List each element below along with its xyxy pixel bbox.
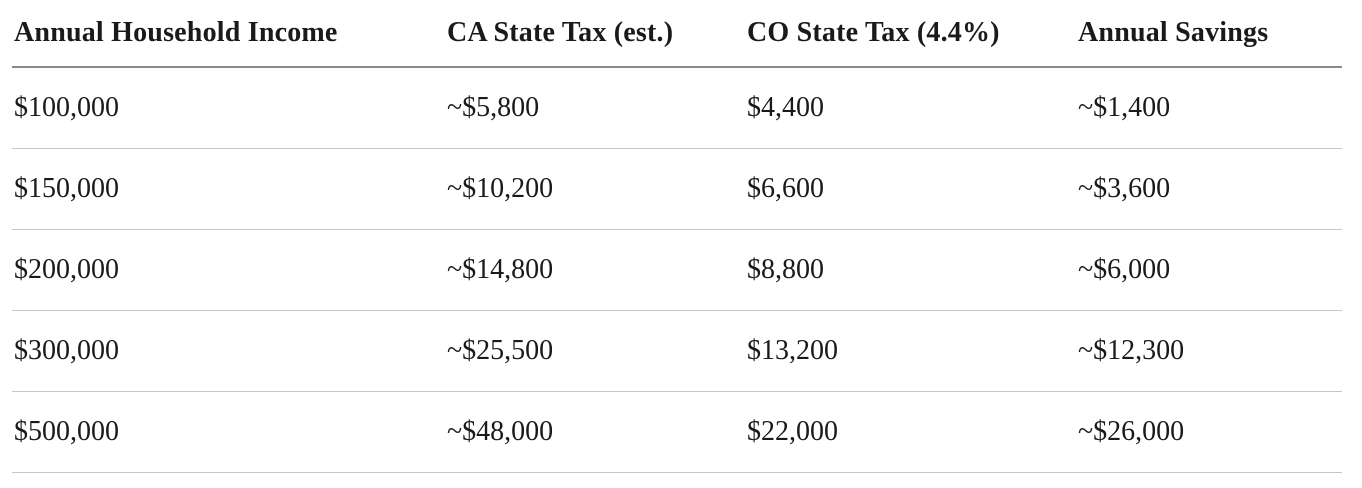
cell-income: $200,000 bbox=[12, 229, 445, 311]
cell-savings: ~$12,300 bbox=[1076, 310, 1342, 392]
cell-savings: ~$3,600 bbox=[1076, 148, 1342, 230]
cell-ca-tax: ~$48,000 bbox=[445, 391, 745, 473]
cell-ca-tax: ~$5,800 bbox=[445, 67, 745, 149]
cell-ca-tax: ~$25,500 bbox=[445, 310, 745, 392]
header-cell-annual-savings: Annual Savings bbox=[1076, 0, 1342, 68]
table-body: $100,000 ~$5,800 $4,400 ~$1,400 $150,000… bbox=[12, 67, 1342, 473]
cell-ca-tax: ~$14,800 bbox=[445, 229, 745, 311]
table-row: $500,000 ~$48,000 $22,000 ~$26,000 bbox=[12, 391, 1342, 473]
header-cell-co-state-tax: CO State Tax (4.4%) bbox=[745, 0, 1076, 68]
table-row: $300,000 ~$25,500 $13,200 ~$12,300 bbox=[12, 310, 1342, 392]
cell-income: $100,000 bbox=[12, 67, 445, 149]
cell-ca-tax: ~$10,200 bbox=[445, 148, 745, 230]
table-header: Annual Household Income CA State Tax (es… bbox=[12, 0, 1342, 68]
header-cell-annual-household-income: Annual Household Income bbox=[12, 0, 445, 68]
table-row: $100,000 ~$5,800 $4,400 ~$1,400 bbox=[12, 67, 1342, 149]
cell-income: $500,000 bbox=[12, 391, 445, 473]
tax-comparison-table: Annual Household Income CA State Tax (es… bbox=[12, 0, 1342, 473]
cell-savings: ~$1,400 bbox=[1076, 67, 1342, 149]
table-row: $150,000 ~$10,200 $6,600 ~$3,600 bbox=[12, 148, 1342, 230]
cell-co-tax: $4,400 bbox=[745, 67, 1076, 149]
cell-income: $300,000 bbox=[12, 310, 445, 392]
cell-co-tax: $22,000 bbox=[745, 391, 1076, 473]
cell-savings: ~$26,000 bbox=[1076, 391, 1342, 473]
cell-savings: ~$6,000 bbox=[1076, 229, 1342, 311]
header-cell-ca-state-tax: CA State Tax (est.) bbox=[445, 0, 745, 68]
header-row: Annual Household Income CA State Tax (es… bbox=[12, 0, 1342, 68]
cell-income: $150,000 bbox=[12, 148, 445, 230]
cell-co-tax: $13,200 bbox=[745, 310, 1076, 392]
cell-co-tax: $6,600 bbox=[745, 148, 1076, 230]
table-row: $200,000 ~$14,800 $8,800 ~$6,000 bbox=[12, 229, 1342, 311]
cell-co-tax: $8,800 bbox=[745, 229, 1076, 311]
tax-comparison-table-container: Annual Household Income CA State Tax (es… bbox=[12, 0, 1342, 473]
